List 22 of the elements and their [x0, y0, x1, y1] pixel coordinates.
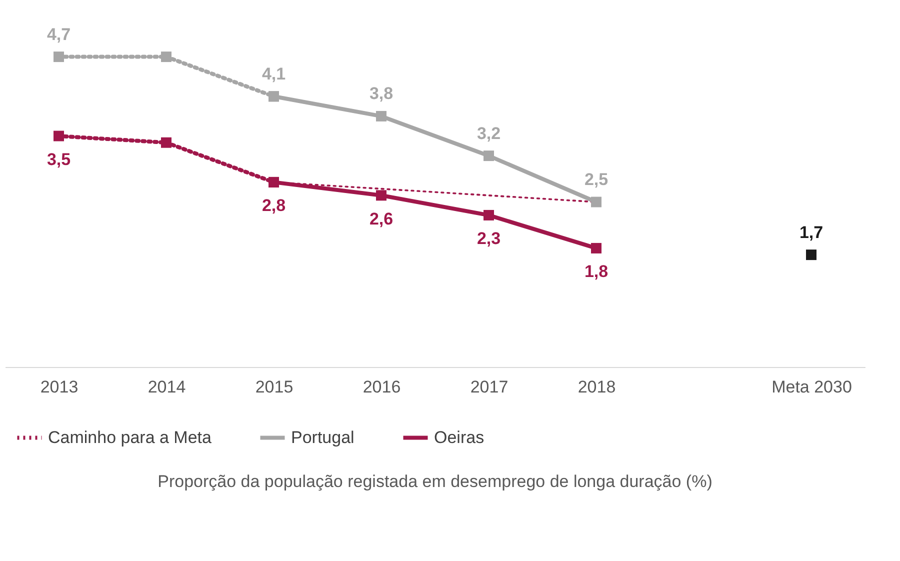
data-label: 2,8 [262, 196, 286, 216]
x-tick-label: 2013 [40, 378, 78, 396]
data-label: 2,5 [584, 170, 608, 189]
x-tick-label: 2017 [470, 378, 508, 396]
data-label: 3,8 [369, 84, 394, 104]
x-tick-label: 2014 [148, 378, 186, 396]
data-label: 3,5 [46, 150, 71, 169]
data-label: 1,8 [584, 262, 608, 282]
data-label: 4,1 [262, 64, 286, 84]
data-label: 3,2 [476, 124, 501, 143]
data-label: 2,3 [476, 229, 501, 248]
x-tick-label: Meta 2030 [772, 378, 852, 396]
data-label: 4,7 [46, 24, 71, 44]
legend-label: Caminho para a Meta [48, 428, 212, 447]
legend-label: Oeiras [434, 428, 484, 447]
x-tick-label: 2018 [578, 378, 616, 396]
data-label: 2,6 [369, 209, 394, 228]
legend-label: Portugal [291, 428, 354, 447]
text: Proporção da população registada em desemprego de longa duração (%) [158, 472, 712, 491]
x-tick-label: 2015 [255, 378, 294, 396]
data-label: 1,7 [799, 222, 824, 242]
x-tick-label: 2016 [362, 378, 401, 396]
